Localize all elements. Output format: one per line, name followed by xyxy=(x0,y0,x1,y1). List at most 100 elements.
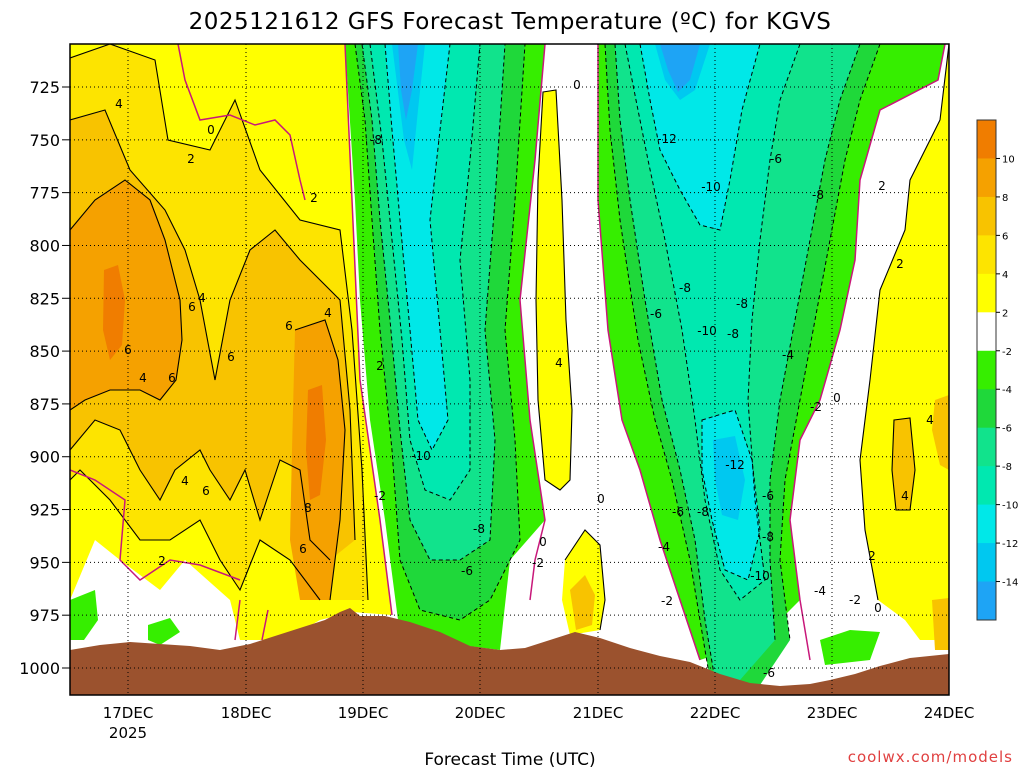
contour-label: -8 xyxy=(370,133,382,147)
contour-label: -6 xyxy=(461,564,473,578)
y-tick-label: 775 xyxy=(29,184,60,203)
cold-contour-line xyxy=(384,44,451,452)
contour-label: 2 xyxy=(376,359,384,373)
warm-region-4-plus-21dec-low xyxy=(570,575,595,630)
colorbar-swatch xyxy=(977,158,996,198)
colorbar-label: -4 xyxy=(1002,385,1012,396)
y-tick-label: 850 xyxy=(29,342,60,361)
region-6-to-8-left xyxy=(70,180,182,410)
contour-label: 0 xyxy=(874,601,882,615)
contour-label: 6 xyxy=(202,484,210,498)
contour-label: -8 xyxy=(762,530,774,544)
cold-contour-line xyxy=(604,44,711,681)
x-axis: 17DEC 18DEC 19DEC 20DEC 21DEC 22DEC 23DE… xyxy=(103,704,975,742)
warm-contour-line xyxy=(294,319,346,601)
contour-label: 4 xyxy=(901,489,909,503)
colorbar-swatch xyxy=(977,427,996,467)
warm-region-right-4plus-c xyxy=(932,598,949,650)
y-tick-label: 825 xyxy=(29,289,60,308)
contour-label: -8 xyxy=(697,505,709,519)
contour-label: -6 xyxy=(762,489,774,503)
warm-contour-line xyxy=(70,469,321,601)
colorbar-swatch xyxy=(977,120,996,159)
contour-label: 8 xyxy=(304,501,312,515)
warm-contour-line xyxy=(535,89,573,491)
freezing-lines xyxy=(70,44,946,661)
contour-label: -8 xyxy=(736,297,748,311)
cold-patch-18dec xyxy=(148,618,180,645)
x-tick-label: 20DEC xyxy=(455,704,506,722)
contour-label: 6 xyxy=(285,319,293,333)
colorbar-swatch xyxy=(977,504,996,544)
region-minus8-right xyxy=(625,44,800,600)
cold-contour-line xyxy=(769,44,861,641)
contour-label: 2 xyxy=(187,152,195,166)
contour-label: -6 xyxy=(672,505,684,519)
freezing-line xyxy=(70,469,241,581)
x-tick-label: 19DEC xyxy=(338,704,389,722)
contour-label: 0 xyxy=(573,78,581,92)
colorbar-label: 10 xyxy=(1002,154,1015,165)
contour-label: -12 xyxy=(657,132,677,146)
region-minus10-right xyxy=(640,44,760,230)
cold-contour-line xyxy=(361,44,506,561)
contour-label: 4 xyxy=(926,413,934,427)
warm-contour-line xyxy=(70,179,183,411)
colorbar-swatch xyxy=(977,312,996,352)
cold-patch-23dec xyxy=(820,630,880,665)
contour-label: -2 xyxy=(374,489,386,503)
colorbar-frame xyxy=(976,119,997,621)
contour-label: 0 xyxy=(539,535,547,549)
contour-label: -8 xyxy=(473,522,485,536)
y-axis: 725 750 775 800 825 850 875 900 925 950 975 1000 xyxy=(19,78,70,678)
contour-label: 6 xyxy=(227,350,235,364)
contour-label: -6 xyxy=(763,666,775,680)
colorbar-label: 4 xyxy=(1002,270,1008,281)
colorbar-label: -6 xyxy=(1002,424,1012,435)
contour-label: 2 xyxy=(896,257,904,271)
warm-contour-line xyxy=(70,44,369,601)
contour-label: -8 xyxy=(812,188,824,202)
contour-label: 4 xyxy=(198,291,206,305)
cold-contour-line xyxy=(639,44,761,231)
contour-label: 6 xyxy=(168,371,176,385)
y-tick-label: 800 xyxy=(29,236,60,255)
warm-region-right-4plus xyxy=(892,418,915,510)
contour-label: 4 xyxy=(555,356,563,370)
contour-label: 2 xyxy=(158,554,166,568)
warm-contour-line xyxy=(859,44,949,601)
terrain-surface xyxy=(70,608,949,695)
y-tick-label: 1000 xyxy=(19,659,60,678)
contour-label: 2 xyxy=(310,191,318,205)
contour-label: -10 xyxy=(750,569,770,583)
region-minus10-center xyxy=(385,44,450,450)
colorbar-swatch xyxy=(977,235,996,275)
colorbar-label: -10 xyxy=(1002,501,1018,512)
contour-label: -4 xyxy=(782,348,794,362)
colorbar-label: 2 xyxy=(1002,308,1008,319)
freezing-line xyxy=(519,44,546,601)
warm-contours xyxy=(70,44,949,631)
colorbar-label: 6 xyxy=(1002,231,1008,242)
warm-contour-line xyxy=(70,419,331,561)
y-tick-label: 875 xyxy=(29,395,60,414)
contour-label: -6 xyxy=(650,307,662,321)
contour-label: -10 xyxy=(697,324,717,338)
freezing-line xyxy=(177,44,306,201)
y-grid xyxy=(70,86,949,669)
colorbar-label: -12 xyxy=(1002,539,1018,550)
colorbar-swatch xyxy=(977,389,996,429)
contour-label: 6 xyxy=(188,300,196,314)
cold-contour-line xyxy=(369,44,481,501)
y-tick-label: 750 xyxy=(29,131,60,150)
x-tick-label: 21DEC xyxy=(573,704,624,722)
contour-label: -2 xyxy=(810,400,822,414)
contour-label: 4 xyxy=(139,371,147,385)
contour-label: -10 xyxy=(411,449,431,463)
contour-label: 4 xyxy=(115,97,123,111)
region-8-plus-left xyxy=(103,265,125,360)
credit-text: coolwx.com/models xyxy=(848,748,1013,766)
cold-contour-line xyxy=(624,44,801,601)
x-tick-label: 23DEC xyxy=(807,704,858,722)
